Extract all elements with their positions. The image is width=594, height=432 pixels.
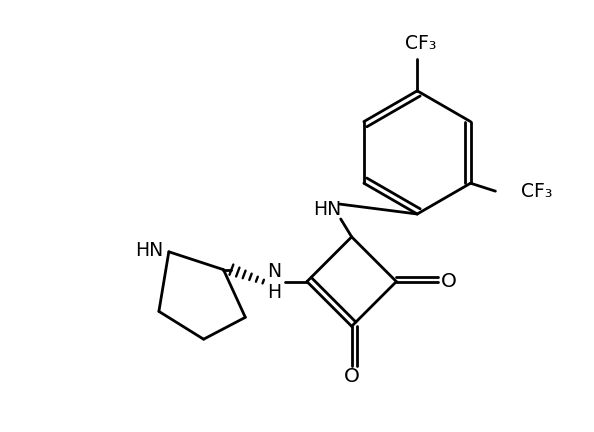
Text: CF₃: CF₃ xyxy=(406,34,437,53)
Text: O: O xyxy=(344,368,359,387)
Text: HN: HN xyxy=(312,200,341,219)
Text: HN: HN xyxy=(135,241,163,260)
Text: O: O xyxy=(441,272,457,291)
Text: CF₃: CF₃ xyxy=(522,182,553,200)
Text: N: N xyxy=(267,262,281,280)
Text: H: H xyxy=(267,283,281,302)
